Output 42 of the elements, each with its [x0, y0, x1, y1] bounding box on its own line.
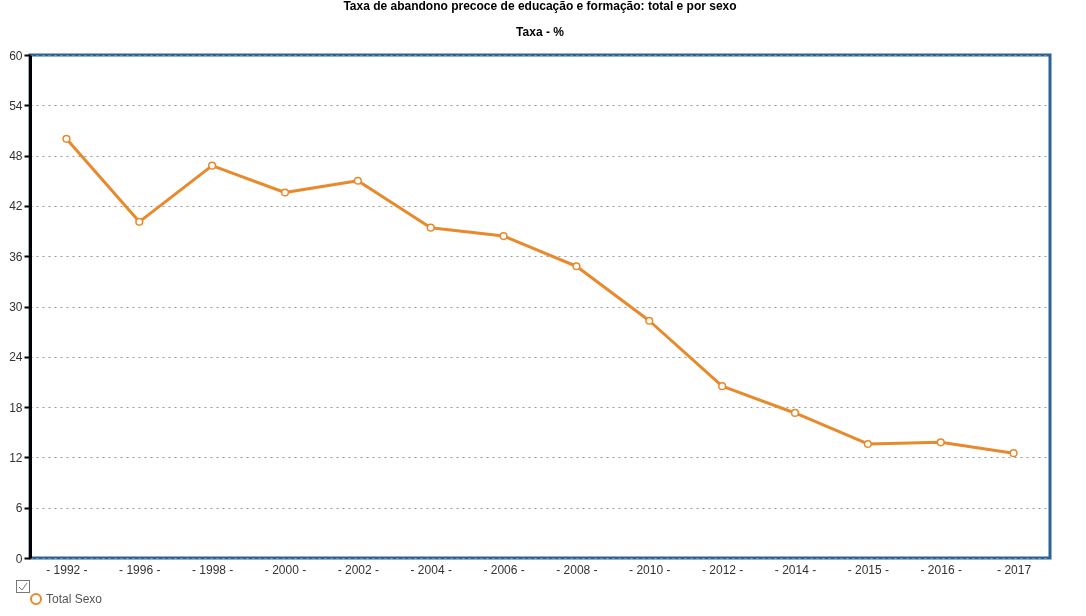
y-tick-label: 36 — [9, 249, 23, 264]
point — [863, 439, 872, 449]
x-tick-label: - 2008 - — [556, 562, 598, 577]
point — [645, 316, 654, 325]
x-tick-label: - 2004 - — [410, 562, 452, 577]
legend-label: Total Sexo — [46, 592, 103, 606]
x-tick-label: - 1996 - — [119, 562, 161, 577]
y-tick-label: 54 — [9, 98, 23, 113]
chart-title: Taxa de abandono precoce de educação e formação: total e por sexo — [343, 0, 737, 13]
point — [1009, 449, 1018, 458]
x-tick-label: - 1998 - — [191, 562, 234, 577]
x-tick-label: - 2015 - — [847, 562, 890, 577]
x-tick-label: - 2016 - — [920, 562, 962, 577]
point — [280, 188, 290, 197]
y-tick-label: 12 — [9, 450, 23, 465]
chart-subtitle: Taxa - % — [516, 25, 565, 39]
point — [62, 134, 71, 143]
y-tick-label: 48 — [9, 149, 23, 164]
x-tick-label: - 2006 - — [483, 562, 525, 577]
x-tick-label: - 2000 - — [264, 562, 307, 577]
y-tick-label: 24 — [9, 350, 23, 365]
x-tick-label: - 1992 - — [46, 562, 88, 577]
point — [208, 161, 217, 170]
y-tick-label: 30 — [9, 300, 23, 314]
y-tick-label: 18 — [9, 400, 23, 415]
y-tick-label: 42 — [9, 199, 23, 214]
x-tick-label: - 2017 — [997, 562, 1032, 577]
x-tick-label: - 2012 - — [701, 562, 744, 577]
y-tick-label: 0 — [15, 551, 23, 566]
point — [135, 217, 144, 226]
point — [426, 223, 435, 232]
x-tick-label: - 2010 - — [629, 562, 671, 577]
point — [790, 408, 800, 418]
point — [718, 382, 727, 391]
point — [499, 231, 508, 241]
x-tick-label: - 2002 - — [337, 562, 380, 577]
point — [353, 176, 362, 185]
point — [936, 438, 945, 447]
point — [572, 262, 581, 271]
y-tick-label: 60 — [9, 48, 23, 63]
y-tick-label: 6 — [15, 501, 23, 516]
x-tick-label: - 2014 - — [774, 562, 817, 577]
